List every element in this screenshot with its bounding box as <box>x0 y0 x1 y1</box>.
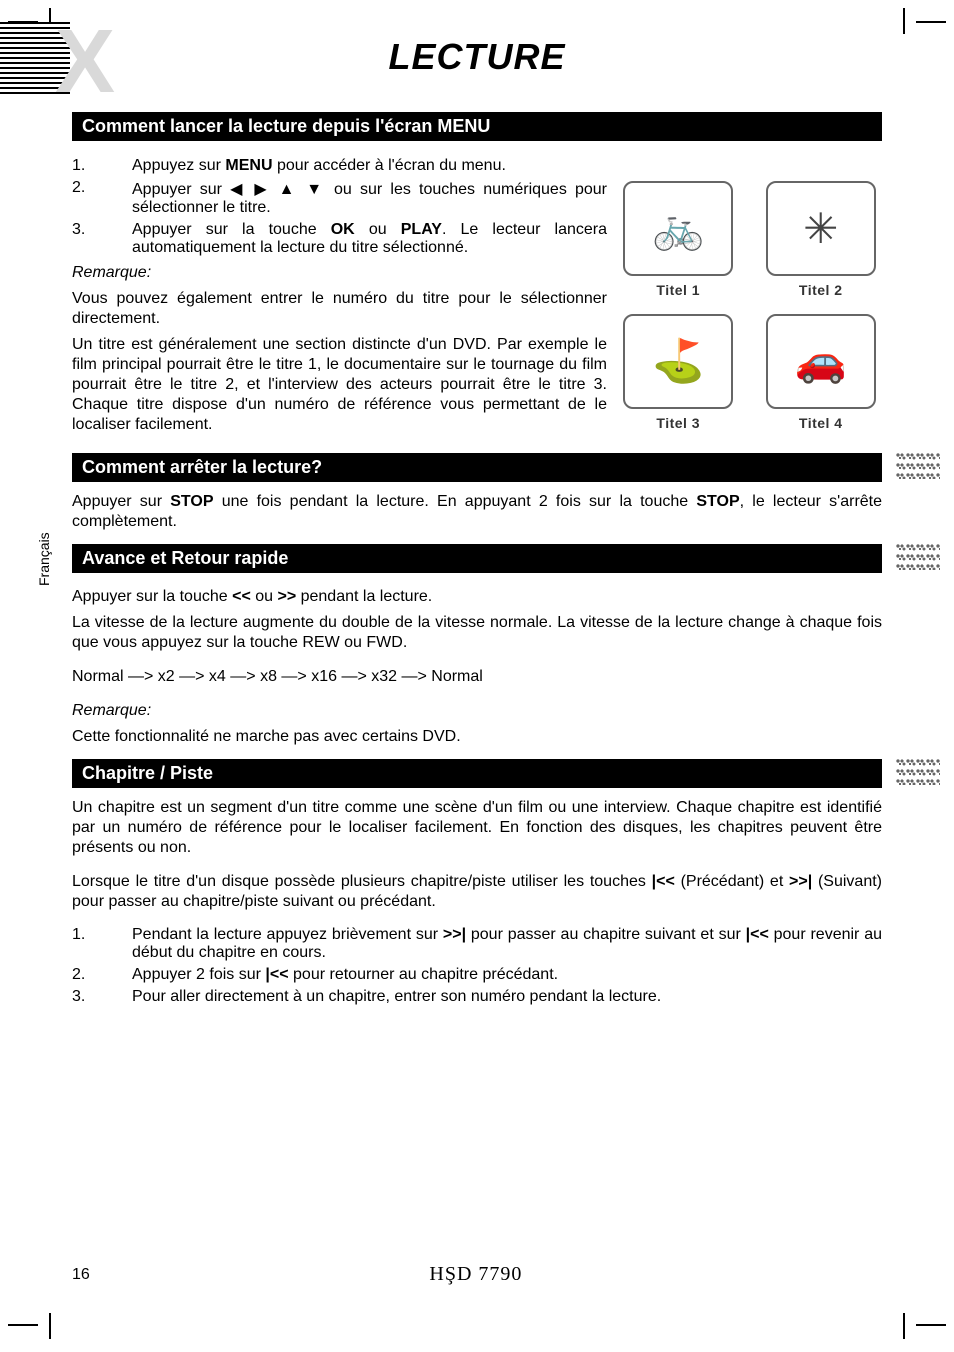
remark-label: Remarque: <box>72 701 882 721</box>
section3-speeds: Normal —> x2 —> x4 —> x8 —> x16 —> x32 —… <box>72 667 882 687</box>
thumb-icon: ⛳ <box>623 314 733 409</box>
list-num: 2. <box>72 179 132 217</box>
thumb-2: ✳ Titel 2 <box>760 181 883 308</box>
list-num: 1. <box>72 157 132 175</box>
list-text: Appuyer sur la touche OK ou PLAY. Le lec… <box>132 221 607 257</box>
section2-text: Appuyer sur STOP une fois pendant la lec… <box>72 492 882 532</box>
list-text: Appuyer 2 fois sur |<< pour retourner au… <box>132 966 882 984</box>
section4-p1: Un chapitre est un segment d'un titre co… <box>72 798 882 858</box>
list-num: 1. <box>72 926 132 962</box>
thumb-label: Titel 2 <box>760 282 883 298</box>
list-text: Pour aller directement à un chapitre, en… <box>132 988 882 1006</box>
section-heading-2: Comment arrêter la lecture? <box>72 453 882 482</box>
language-tab: Français <box>34 528 54 590</box>
thumb-label: Titel 3 <box>617 415 740 431</box>
section-heading-1: Comment lancer la lecture depuis l'écran… <box>72 112 882 141</box>
section4-list: 1. Pendant la lecture appuyez brièvement… <box>72 926 882 1006</box>
thumb-3: ⛳ Titel 3 <box>617 314 740 441</box>
page-title: LECTURE <box>0 36 954 78</box>
section3-p1: Appuyer sur la touche << ou >> pendant l… <box>72 587 882 607</box>
list-num: 3. <box>72 988 132 1006</box>
thumb-label: Titel 1 <box>617 282 740 298</box>
list-text: Appuyez sur MENU pour accéder à l'écran … <box>132 157 607 175</box>
list-text: Appuyer sur ◀ ▶ ▲ ▼ ou sur les touches n… <box>132 179 607 217</box>
title-thumbnails: 🚲 Titel 1 ✳ Titel 2 ⛳ Titel 3 🚗 Titel 4 <box>617 151 882 441</box>
remark-text: Un titre est généralement une section di… <box>72 335 607 435</box>
thumb-1: 🚲 Titel 1 <box>617 181 740 308</box>
thumb-icon: 🚗 <box>766 314 876 409</box>
list-num: 3. <box>72 221 132 257</box>
thumb-4: 🚗 Titel 4 <box>760 314 883 441</box>
remark-text: Vous pouvez également entrer le numéro d… <box>72 289 607 329</box>
model-number: HŞD 7790 <box>90 1263 862 1286</box>
section-heading-4: Chapitre / Piste <box>72 759 882 788</box>
list-num: 2. <box>72 966 132 984</box>
section-heading-3: Avance et Retour rapide <box>72 544 882 573</box>
thumb-icon: 🚲 <box>623 181 733 276</box>
thumb-label: Titel 4 <box>760 415 883 431</box>
remark-label: Remarque: <box>72 263 607 283</box>
section1-list: 1. Appuyez sur MENU pour accéder à l'écr… <box>72 157 607 257</box>
remark-text: Cette fonctionnalité ne marche pas avec … <box>72 727 882 747</box>
thumb-icon: ✳ <box>766 181 876 276</box>
section4-p2: Lorsque le titre d'un disque possède plu… <box>72 872 882 912</box>
section3-p2: La vitesse de la lecture augmente du dou… <box>72 613 882 653</box>
page-number: 16 <box>72 1266 90 1284</box>
list-text: Pendant la lecture appuyez brièvement su… <box>132 926 882 962</box>
